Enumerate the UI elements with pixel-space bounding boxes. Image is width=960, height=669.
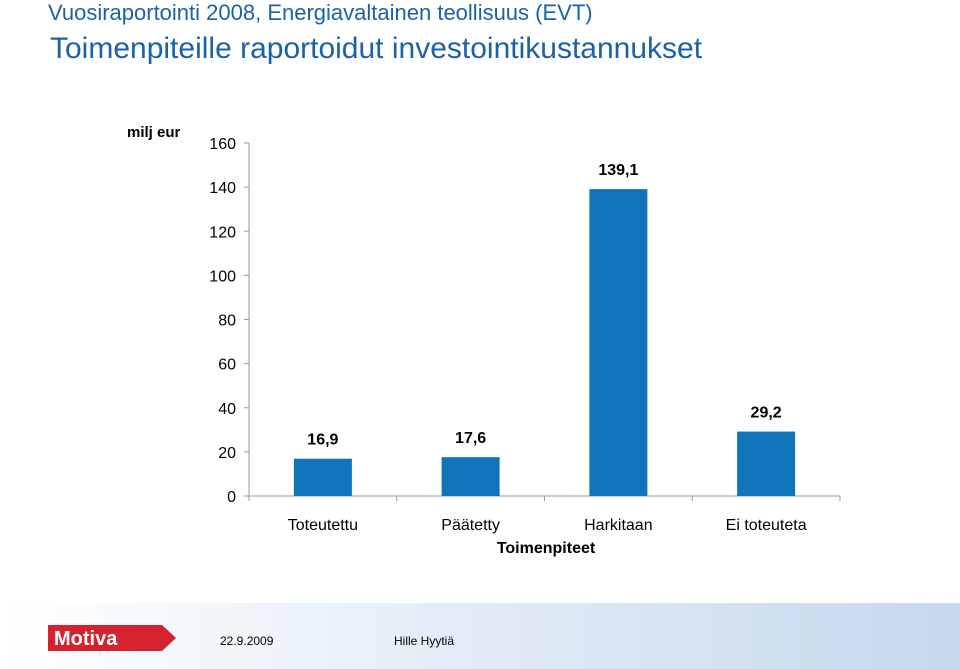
footer-bar: Motiva 22.9.2009 Hille Hyytiä (0, 603, 960, 669)
x-tick-label: Toteutettu (288, 517, 358, 534)
y-axis: 0 20 40 60 80 100 120 140 160 (209, 136, 250, 506)
x-tick-label: Ei toteuteta (726, 517, 807, 534)
y-tick-label: 120 (209, 224, 236, 241)
bars: 16,9 17,6 139,1 29,2 (293, 162, 796, 496)
bar (589, 189, 648, 496)
y-axis-unit-label: milj eur (127, 124, 181, 141)
footer-author: Hille Hyytiä (394, 634, 455, 648)
y-tick-label: 40 (218, 401, 236, 418)
motiva-logo: Motiva (48, 625, 176, 651)
bar (441, 457, 500, 496)
y-tick-label: 160 (209, 136, 236, 153)
x-tick-label: Harkitaan (584, 517, 652, 534)
page-title: Toimenpiteille raportoidut investointiku… (50, 32, 703, 65)
y-tick-label: 60 (218, 357, 236, 374)
bar (737, 431, 796, 496)
y-tick-label: 100 (209, 268, 236, 285)
bar (293, 458, 352, 496)
bar-value-label: 16,9 (307, 432, 338, 449)
x-axis: Toteutettu Päätetty Harkitaan Ei toteuteta (248, 495, 841, 534)
footer-date: 22.9.2009 (220, 634, 274, 648)
page-supertitle: Vuosiraportointi 2008, Energiavaltainen … (48, 0, 593, 25)
y-tick-label: 80 (218, 313, 236, 330)
x-tick-label: Päätetty (441, 517, 500, 534)
y-tick-label: 140 (209, 180, 236, 197)
y-tick-label: 0 (227, 489, 236, 506)
x-axis-title: Toimenpiteet (497, 540, 596, 557)
bar-value-label: 29,2 (751, 405, 782, 422)
bar-chart: 0 20 40 60 80 100 120 140 160 Toteutettu Päätetty… (209, 136, 841, 557)
y-tick-label: 20 (218, 445, 236, 462)
bar-value-label: 139,1 (598, 162, 638, 179)
bar-value-label: 17,6 (455, 430, 486, 447)
svg-text:Motiva: Motiva (54, 628, 118, 650)
